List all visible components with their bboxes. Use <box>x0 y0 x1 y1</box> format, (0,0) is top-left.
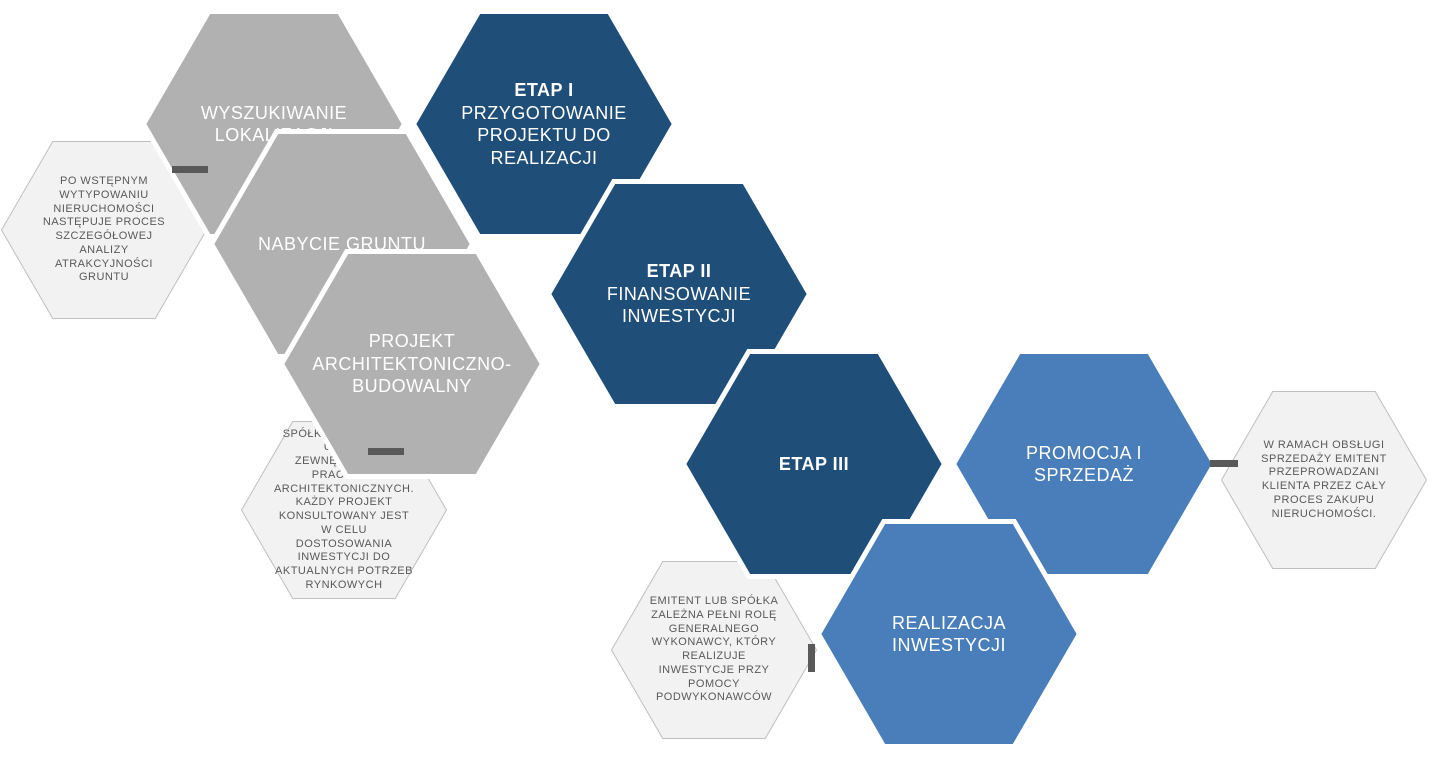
connector <box>368 448 404 455</box>
hex-text: REALIZACJA INWESTYCJI <box>863 612 1035 657</box>
hex-text: FINANSOWANIE INWESTYCJI <box>593 283 765 328</box>
hex-label: EMITENT LUB SPÓŁKA ZALEŻNA PEŁNI ROLĘ GE… <box>610 595 818 705</box>
connector <box>1210 460 1238 467</box>
hex-text: PROJEKT ARCHITEKTONICZNO-BUDOWALNY <box>312 330 511 398</box>
hex-label: W RAMACH OBSŁUGI SPRZEDAŻY EMITENT PRZEP… <box>1220 439 1428 522</box>
hex-text: W RAMACH OBSŁUGI SPRZEDAŻY EMITENT PRZEP… <box>1261 439 1387 520</box>
stage-hex: REALIZACJA INWESTYCJI <box>815 518 1083 750</box>
stage-hex: PROJEKT ARCHITEKTONICZNO-BUDOWALNY <box>278 248 546 480</box>
info-hex: EMITENT LUB SPÓŁKA ZALEŻNA PEŁNI ROLĘ GE… <box>610 560 818 740</box>
hex-label: PROMOCJA I SPRZEDAŻ <box>950 442 1218 487</box>
info-hex: W RAMACH OBSŁUGI SPRZEDAŻY EMITENT PRZEP… <box>1220 390 1428 570</box>
hex-title: ETAP II <box>593 260 765 283</box>
hex-title: ETAP I <box>458 79 630 102</box>
hex-label: ETAP IIFINANSOWANIE INWESTYCJI <box>545 260 813 328</box>
hex-text: EMITENT LUB SPÓŁKA ZALEŻNA PEŁNI ROLĘ GE… <box>650 595 779 703</box>
hex-label: REALIZACJA INWESTYCJI <box>815 612 1083 657</box>
connector <box>172 166 208 173</box>
connector <box>808 644 815 672</box>
hex-text: PRZYGOTOWANIE PROJEKTU DO REALIZACJI <box>458 102 630 170</box>
hex-title: ETAP III <box>779 453 849 476</box>
hex-label: ETAP III <box>731 453 898 476</box>
hex-text: PROMOCJA I SPRZEDAŻ <box>998 442 1170 487</box>
hex-label: PROJEKT ARCHITEKTONICZNO-BUDOWALNY <box>264 330 560 398</box>
